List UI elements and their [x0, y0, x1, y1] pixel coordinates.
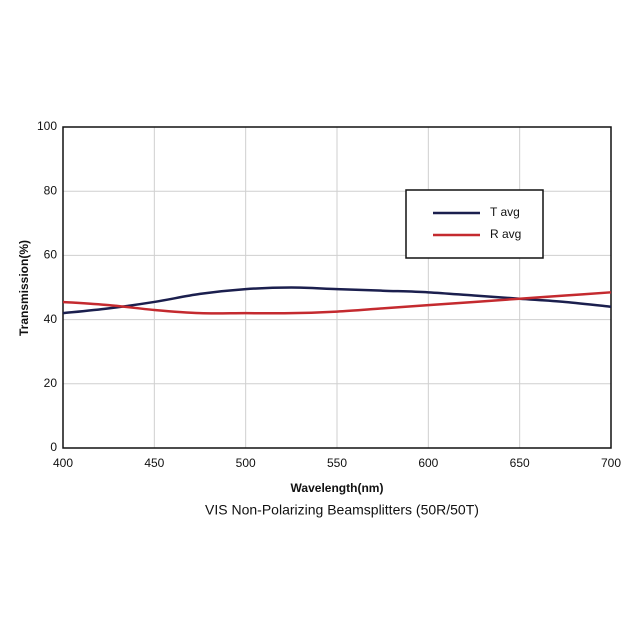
x-tick-label: 400	[53, 456, 73, 470]
legend-box	[405, 189, 544, 259]
y-tick-label: 40	[44, 312, 58, 326]
x-tick-label: 550	[327, 456, 347, 470]
legend-label: R avg	[490, 227, 521, 241]
plot-frame	[62, 126, 612, 449]
legend-label: T avg	[490, 205, 520, 219]
x-axis-label: Wavelength(nm)	[291, 481, 384, 495]
y-tick-label: 80	[44, 183, 58, 197]
y-axis-label: Transmission(%)	[17, 240, 31, 336]
y-tick-label: 60	[44, 248, 58, 262]
x-tick-label: 700	[601, 456, 621, 470]
x-tick-label: 650	[510, 456, 530, 470]
series-line	[62, 291, 612, 315]
y-tick-label: 0	[50, 440, 57, 454]
y-tick-label: 20	[44, 376, 58, 390]
y-tick-label: 100	[37, 119, 57, 133]
x-tick-label: 600	[418, 456, 438, 470]
x-tick-label: 500	[236, 456, 256, 470]
x-tick-label: 450	[144, 456, 164, 470]
chart-title: VIS Non-Polarizing Beamsplitters (50R/50…	[205, 502, 479, 518]
